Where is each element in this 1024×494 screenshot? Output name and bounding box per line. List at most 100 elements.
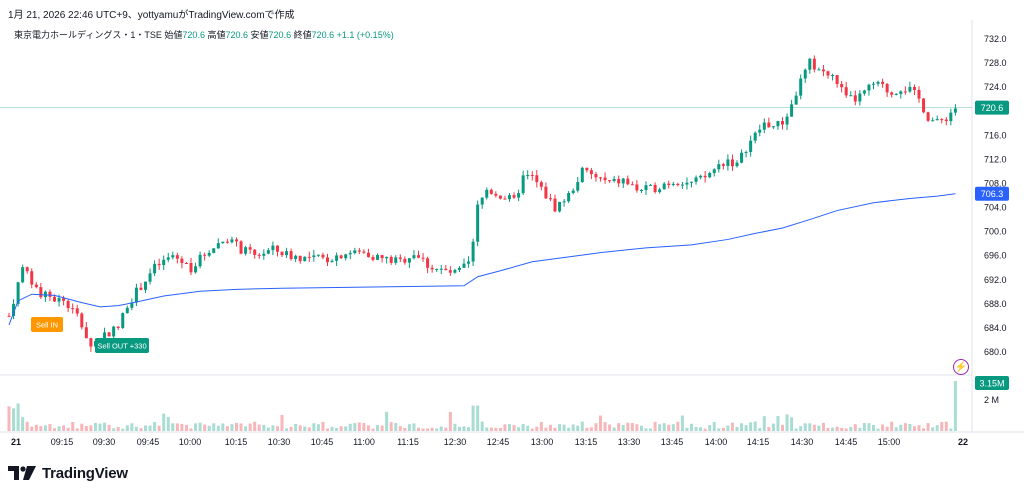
tradingview-logo-icon bbox=[8, 466, 36, 480]
symbol-name[interactable]: 東京電力ホールディングス・1・TSE bbox=[14, 30, 162, 40]
x-tick-label: 11:00 bbox=[353, 437, 375, 447]
candle-body bbox=[758, 129, 762, 133]
volume-bar bbox=[699, 427, 703, 431]
lightning-icon[interactable]: ⚡ bbox=[953, 359, 969, 375]
candle-body bbox=[339, 255, 343, 259]
sell-in-marker[interactable] bbox=[31, 317, 63, 332]
x-tick-label: 15:00 bbox=[878, 437, 901, 447]
volume-bar bbox=[285, 428, 289, 431]
volume-bar bbox=[116, 426, 120, 431]
candle-body bbox=[931, 120, 935, 122]
candle-body bbox=[184, 262, 188, 264]
volume-bar bbox=[708, 425, 712, 431]
volume-bar bbox=[517, 427, 521, 431]
volume-bar bbox=[621, 425, 625, 431]
volume-bar bbox=[680, 415, 684, 431]
candle-body bbox=[380, 255, 384, 259]
volume-bar bbox=[580, 421, 584, 431]
candle-body bbox=[53, 296, 56, 302]
volume-bar bbox=[890, 421, 894, 431]
candle-body bbox=[230, 239, 234, 243]
candle-body bbox=[344, 254, 348, 259]
volume-bar bbox=[467, 427, 471, 431]
y-tick-label: 684.0 bbox=[984, 323, 1007, 333]
candle-body bbox=[940, 119, 944, 121]
sell-in-label: Sell IN bbox=[36, 321, 58, 330]
volume-bar bbox=[244, 426, 248, 431]
candle-body bbox=[239, 241, 243, 254]
volume-bar bbox=[148, 425, 152, 431]
volume-bar bbox=[43, 425, 47, 431]
x-tick-label: 14:15 bbox=[747, 437, 770, 447]
candle-body bbox=[885, 83, 889, 93]
volume-bar bbox=[380, 425, 384, 431]
x-tick-label: 09:15 bbox=[51, 437, 74, 447]
candle-body bbox=[153, 263, 157, 274]
open-label: 始値 bbox=[164, 30, 183, 40]
volume-bar bbox=[71, 421, 75, 431]
volume-bar bbox=[21, 417, 25, 431]
volume-bar bbox=[617, 423, 621, 431]
volume-bar bbox=[776, 416, 780, 431]
price-chart[interactable]: 732.0728.0724.0720.0716.0712.0708.0704.0… bbox=[0, 0, 1024, 460]
candle-body bbox=[653, 184, 657, 193]
candle-body bbox=[357, 250, 361, 252]
volume-bar bbox=[539, 422, 543, 431]
candle-body bbox=[844, 87, 848, 96]
candle-body bbox=[253, 249, 257, 255]
volume-bar bbox=[790, 417, 794, 431]
candle-body bbox=[922, 98, 926, 113]
volume-bar bbox=[75, 428, 79, 431]
volume-bar bbox=[157, 425, 161, 431]
candle-body bbox=[494, 193, 498, 196]
candle-body bbox=[594, 174, 598, 178]
candle-body bbox=[321, 254, 325, 258]
volume-bar bbox=[480, 421, 484, 431]
candle-body bbox=[448, 270, 452, 273]
y-tick-label: 688.0 bbox=[984, 299, 1007, 309]
candle-body bbox=[667, 183, 671, 185]
candle-body bbox=[180, 258, 184, 263]
candle-body bbox=[862, 90, 866, 94]
volume-bar bbox=[721, 427, 725, 431]
candle-body bbox=[730, 159, 734, 167]
candle-body bbox=[617, 178, 621, 184]
volume-bar bbox=[316, 424, 320, 431]
x-tick-label: 13:30 bbox=[618, 437, 641, 447]
volume-bar bbox=[612, 427, 616, 431]
candle-body bbox=[194, 266, 198, 273]
candle-body bbox=[89, 338, 93, 347]
candle-body bbox=[508, 195, 511, 200]
volume-bar bbox=[881, 424, 885, 431]
candle-body bbox=[567, 192, 571, 202]
candle-body bbox=[7, 315, 11, 317]
volume-bar bbox=[849, 426, 853, 431]
candle-body bbox=[312, 255, 316, 258]
volume-bar bbox=[899, 424, 903, 431]
volume-bar bbox=[544, 427, 548, 431]
candle-body bbox=[649, 184, 653, 186]
candle-body bbox=[685, 182, 689, 185]
volume-bar bbox=[330, 426, 334, 431]
volume-bar bbox=[489, 427, 493, 431]
volume-bar bbox=[771, 423, 775, 431]
candle-body bbox=[744, 151, 748, 153]
tradingview-logo[interactable]: TradingView bbox=[8, 464, 128, 482]
change-value: +1.1 (+0.15%) bbox=[336, 30, 394, 40]
volume-bar bbox=[471, 405, 475, 431]
volume-bar bbox=[371, 428, 375, 431]
candle-body bbox=[189, 263, 193, 273]
sell-out-marker[interactable] bbox=[95, 338, 149, 353]
candle-body bbox=[917, 90, 921, 99]
candle-body bbox=[134, 287, 138, 303]
candle-body bbox=[75, 308, 79, 314]
volume-bar bbox=[230, 424, 234, 431]
volume-bar bbox=[98, 423, 102, 431]
candle-body bbox=[644, 185, 648, 191]
candle-body bbox=[771, 126, 775, 128]
candle-body bbox=[699, 175, 703, 178]
candle-body bbox=[539, 182, 543, 187]
volume-bar bbox=[344, 426, 348, 431]
candle-body bbox=[330, 260, 334, 263]
volume-bar bbox=[462, 426, 466, 431]
